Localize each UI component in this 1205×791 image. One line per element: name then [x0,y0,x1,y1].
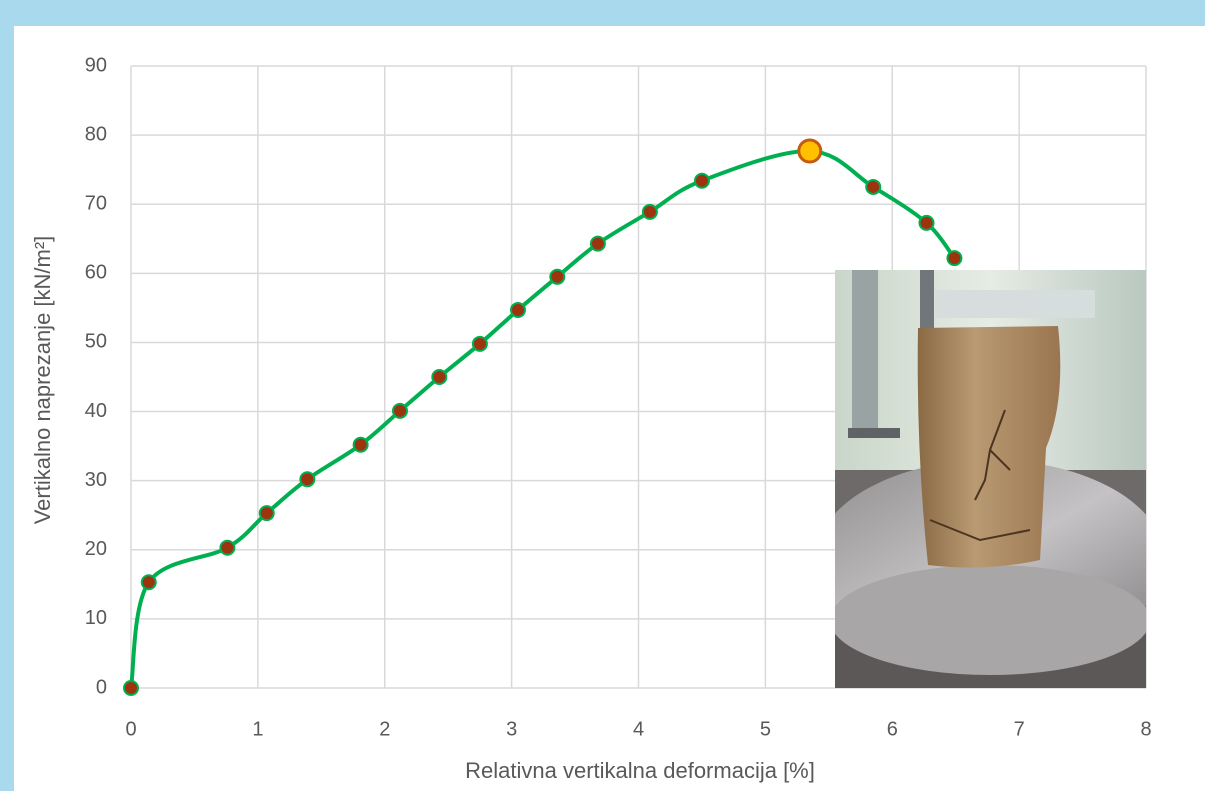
page: 0 10 20 30 40 50 60 70 80 90 0 1 2 3 4 5 6 7 8 [0,0,1205,791]
marker [124,681,138,695]
y-tick-label: 40 [85,400,107,422]
x-tick-label: 8 [1140,718,1151,740]
marker [643,205,657,219]
marker [947,251,961,265]
x-tick-label: 6 [887,718,898,740]
marker [260,506,274,520]
marker [220,541,234,555]
marker [591,237,605,251]
marker [432,370,446,384]
y-tick-label: 0 [96,676,107,698]
marker [354,438,368,452]
y-tick-label: 90 [85,54,107,76]
x-tick-label: 0 [125,718,136,740]
marker [142,575,156,589]
x-tick-label: 4 [633,718,644,740]
y-tick-label: 10 [85,607,107,629]
marker [550,270,564,284]
y-tick-label: 60 [85,262,107,284]
x-tick-label: 3 [506,718,517,740]
marker [866,180,880,194]
x-tick-label: 2 [379,718,390,740]
inset-photo [815,270,1165,700]
x-tick-label: 1 [252,718,263,740]
y-axis-title: Vertikalno naprezanje [kN/m²] [30,236,55,525]
marker [473,337,487,351]
y-tick-label: 30 [85,469,107,491]
y-tick-label: 50 [85,331,107,353]
y-tick-label: 20 [85,538,107,560]
x-tick-label: 7 [1014,718,1025,740]
marker [393,404,407,418]
marker [300,472,314,486]
marker [695,174,709,188]
y-tick-label: 80 [85,123,107,145]
marker [511,303,525,317]
x-axis-title: Relativna vertikalna deformacija [%] [465,758,815,783]
marker [920,216,934,230]
highlight-marker [799,140,821,162]
chart: 0 10 20 30 40 50 60 70 80 90 0 1 2 3 4 5 6 7 8 [0,0,1205,791]
x-tick-label: 5 [760,718,771,740]
y-tick-label: 70 [85,193,107,215]
